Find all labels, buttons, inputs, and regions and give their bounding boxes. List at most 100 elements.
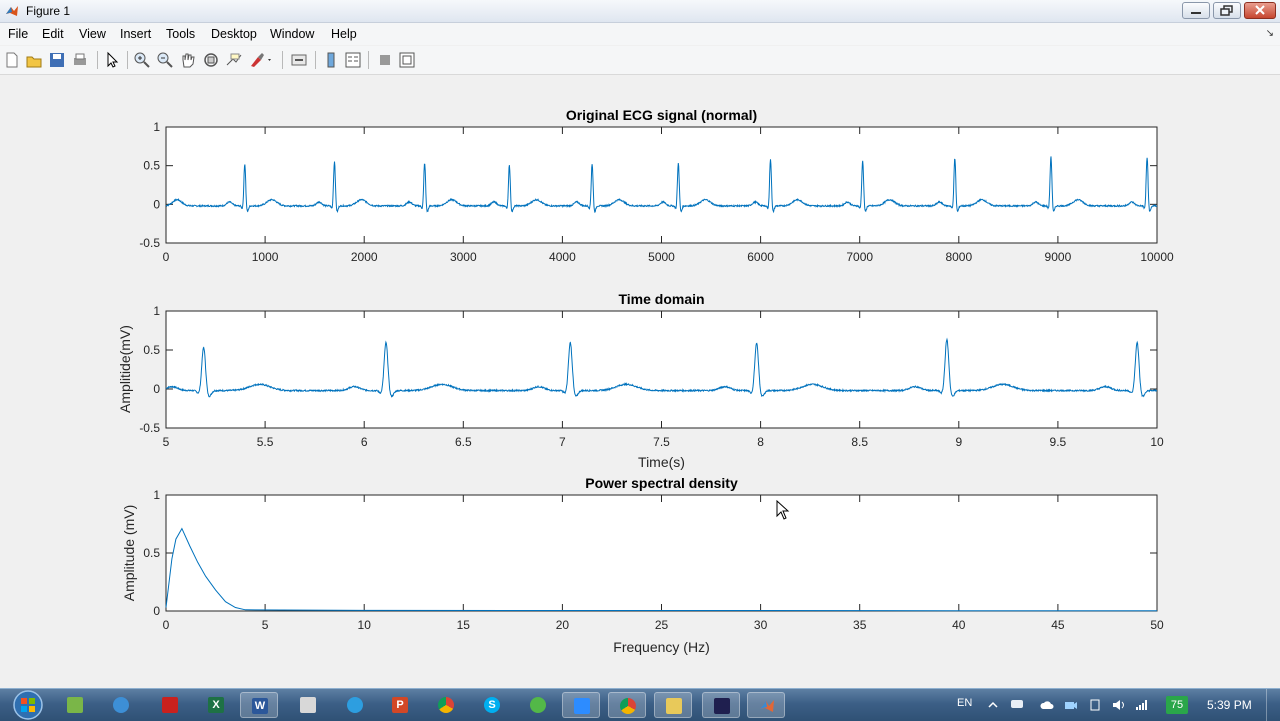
menu-bar: File Edit View Insert Tools Desktop Wind… <box>0 23 1280 45</box>
taskbar-matlab[interactable] <box>747 692 785 718</box>
insert-colorbar-icon[interactable] <box>322 51 340 69</box>
minimize-icon <box>1191 12 1201 14</box>
menu-help[interactable]: Help <box>331 27 357 41</box>
x-tick-label: 10 <box>358 618 372 632</box>
taskbar-acrobat[interactable] <box>151 692 189 718</box>
plot-title: Original ECG signal (normal) <box>566 107 757 123</box>
taskbar-pinned-app[interactable] <box>56 692 94 718</box>
taskbar-pinned-app[interactable] <box>102 692 140 718</box>
taskbar-pinned-app[interactable] <box>289 692 327 718</box>
plot-title: Time domain <box>618 291 704 307</box>
clock-time[interactable]: 5:39 PM <box>1207 698 1252 712</box>
x-tick-label: 9000 <box>1045 250 1072 264</box>
psd-series <box>165 527 1157 612</box>
x-tick-label: 8 <box>757 435 764 449</box>
taskbar-pinned-app[interactable] <box>519 692 557 718</box>
y-tick-label: 1 <box>153 304 160 318</box>
taskbar-skype[interactable]: S <box>473 692 511 718</box>
minimize-button[interactable] <box>1182 2 1210 19</box>
menu-edit[interactable]: Edit <box>42 27 64 41</box>
taskbar-word[interactable]: W <box>240 692 278 718</box>
show-plot-tools-icon[interactable] <box>398 51 416 69</box>
app-icon <box>300 697 316 713</box>
device-icon[interactable] <box>1088 699 1102 711</box>
battery-indicator[interactable]: 75 <box>1166 696 1188 714</box>
x-tick-label: 35 <box>853 618 867 632</box>
x-tick-label: 25 <box>655 618 669 632</box>
taskbar-file-explorer[interactable] <box>654 692 692 718</box>
x-tick-label: 7000 <box>846 250 873 264</box>
print-icon[interactable] <box>71 51 89 69</box>
menu-tools[interactable]: Tools <box>166 27 196 41</box>
x-tick-label: 6000 <box>747 250 774 264</box>
taskbar-internet-explorer[interactable] <box>336 692 374 718</box>
taskbar-excel[interactable]: X <box>197 692 235 718</box>
ie-icon <box>347 697 363 713</box>
language-indicator[interactable]: EN <box>957 697 973 709</box>
menu-desktop[interactable]: Desktop <box>211 27 257 41</box>
taskbar-pinned-app[interactable] <box>702 692 740 718</box>
menu-window[interactable]: Window <box>270 27 315 41</box>
y-tick-label: 0.5 <box>143 159 160 173</box>
restore-button[interactable] <box>1213 2 1241 19</box>
x-tick-label: 4000 <box>549 250 576 264</box>
show-hidden-icons-icon[interactable] <box>986 699 1000 711</box>
insert-legend-icon[interactable] <box>344 51 362 69</box>
y-axis-label: Amplitude (mV) <box>121 505 137 601</box>
x-tick-label: 15 <box>457 618 471 632</box>
app-icon <box>113 697 129 713</box>
powerpoint-icon: P <box>392 697 408 713</box>
zoom-in-icon[interactable] <box>133 51 151 69</box>
axes-psd: Power spectral density Frequency (Hz) Am… <box>121 475 1164 655</box>
axes-box <box>165 494 1158 612</box>
new-figure-icon[interactable] <box>3 51 21 69</box>
x-tick-label: 5.5 <box>257 435 274 449</box>
app-icon <box>67 697 83 713</box>
menu-file[interactable]: File <box>8 27 29 41</box>
figure-toolbar <box>0 46 1280 75</box>
chrome-icon <box>620 698 636 714</box>
x-tick-label: 45 <box>1051 618 1065 632</box>
y-axis-label: Amplitide(mV) <box>117 325 133 413</box>
x-tick-label: 5 <box>163 435 170 449</box>
plot-title: Power spectral density <box>585 475 738 491</box>
x-tick-label: 8.5 <box>851 435 868 449</box>
menu-view[interactable]: View <box>79 27 106 41</box>
acrobat-icon <box>162 697 178 713</box>
rotate-3d-icon[interactable] <box>202 51 220 69</box>
x-tick-label: 50 <box>1150 618 1164 632</box>
brush-icon[interactable] <box>248 51 274 69</box>
taskbar-chrome-window[interactable] <box>608 692 646 718</box>
pan-icon[interactable] <box>179 51 197 69</box>
cloud-upload-icon[interactable] <box>1040 699 1054 711</box>
link-plot-icon[interactable] <box>290 51 308 69</box>
save-icon[interactable] <box>48 51 66 69</box>
axes-time-domain: Time domain Time(s) Amplitide(mV) 5 5.5 6 6… <box>117 291 1164 470</box>
app-icon <box>714 698 730 714</box>
x-tick-label: 7.5 <box>653 435 670 449</box>
time-domain-series <box>165 337 1157 398</box>
taskbar-chrome[interactable] <box>427 692 465 718</box>
data-cursor-icon[interactable] <box>225 51 243 69</box>
hide-plot-tools-icon[interactable] <box>376 51 394 69</box>
camera-icon[interactable] <box>1064 699 1078 711</box>
zoom-out-icon[interactable] <box>156 51 174 69</box>
chat-icon[interactable] <box>1010 699 1024 711</box>
dock-arrow-icon[interactable]: ↘ <box>1265 28 1274 39</box>
network-signal-icon[interactable] <box>1135 699 1149 711</box>
show-desktop-button[interactable] <box>1266 689 1280 721</box>
close-button[interactable] <box>1244 2 1276 19</box>
start-button[interactable] <box>4 689 48 721</box>
edit-plot-icon[interactable] <box>103 51 121 69</box>
taskbar-zoom[interactable] <box>562 692 600 718</box>
x-tick-label: 3000 <box>450 250 477 264</box>
open-file-icon[interactable] <box>25 51 43 69</box>
x-tick-label: 10000 <box>1140 250 1174 264</box>
mouse-cursor-icon <box>776 500 790 520</box>
taskbar-powerpoint[interactable]: P <box>381 692 419 718</box>
toolbar-separator <box>368 51 369 69</box>
close-icon <box>1255 5 1265 15</box>
x-tick-label: 40 <box>952 618 966 632</box>
menu-insert[interactable]: Insert <box>120 27 152 41</box>
volume-icon[interactable] <box>1112 699 1126 711</box>
